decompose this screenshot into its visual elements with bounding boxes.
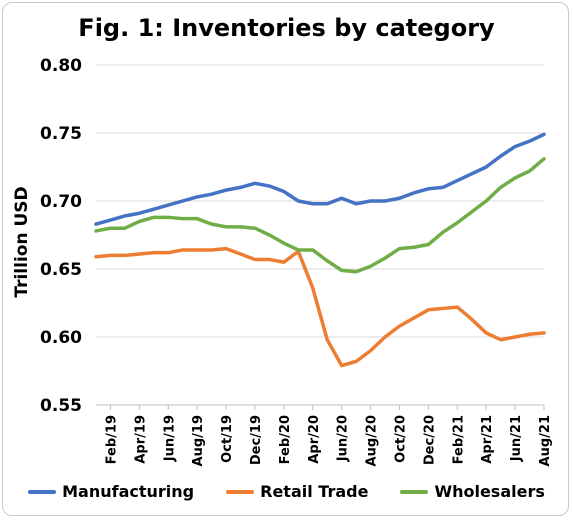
- x-tick-label: Oct/19: [220, 415, 235, 463]
- y-tick-label: 0.55: [40, 396, 82, 416]
- x-tick-label: Apr/19: [133, 415, 148, 464]
- legend-item-manufacturing: Manufacturing: [28, 482, 194, 501]
- x-tick-label: Jun/19: [162, 415, 177, 462]
- x-tick-label: Apr/20: [307, 415, 322, 464]
- x-tick-label: Feb/19: [104, 415, 119, 464]
- legend-label-retail-trade: Retail Trade: [260, 482, 369, 501]
- series-lines: [94, 132, 546, 368]
- x-tick-label: Aug/19: [191, 415, 206, 466]
- y-tick-labels: 0.80 0.75 0.70 0.65 0.60 0.55: [40, 56, 82, 416]
- legend-swatch-manufacturing: [28, 489, 57, 494]
- legend-swatch-retail-trade: [226, 489, 255, 494]
- legend-label-manufacturing: Manufacturing: [62, 482, 195, 501]
- x-tick-labels: Feb/19 Apr/19 Jun/19 Aug/19 Oct/19 Dec/19 Feb/…: [104, 405, 553, 466]
- x-tick-label: Apr/21: [480, 415, 495, 464]
- x-tick-label: Feb/21: [451, 415, 466, 464]
- x-tick-label: Jun/21: [509, 415, 524, 462]
- x-tick-label: Feb/20: [278, 415, 293, 464]
- legend-item-wholesalers: Wholesalers: [400, 482, 545, 501]
- x-tick-label: Oct/20: [393, 415, 408, 463]
- y-tick-label: 0.65: [40, 260, 82, 280]
- series-line-manufacturing: [94, 132, 546, 226]
- y-tick-label: 0.75: [40, 124, 82, 144]
- y-tick-label: 0.60: [40, 328, 82, 348]
- legend-item-retail-trade: Retail Trade: [226, 482, 368, 501]
- legend-label-wholesalers: Wholesalers: [434, 482, 545, 501]
- x-tick-label: Dec/19: [249, 415, 264, 465]
- x-tick-label: Jun/20: [336, 415, 351, 462]
- x-tick-label: Aug/20: [365, 415, 380, 466]
- gridlines: [96, 64, 544, 406]
- series-line-retail-trade: [94, 246, 546, 368]
- x-tick-label: Dec/20: [422, 415, 437, 465]
- y-tick-label: 0.80: [40, 56, 82, 76]
- series-line-wholesalers: [94, 157, 546, 274]
- chart-title: Fig. 1: Inventories by category: [78, 14, 495, 42]
- x-tick-label: Aug/21: [538, 415, 553, 466]
- y-tick-label: 0.70: [40, 192, 82, 212]
- legend-swatch-wholesalers: [400, 489, 429, 494]
- legend: Manufacturing Retail Trade Wholesalers: [0, 482, 573, 501]
